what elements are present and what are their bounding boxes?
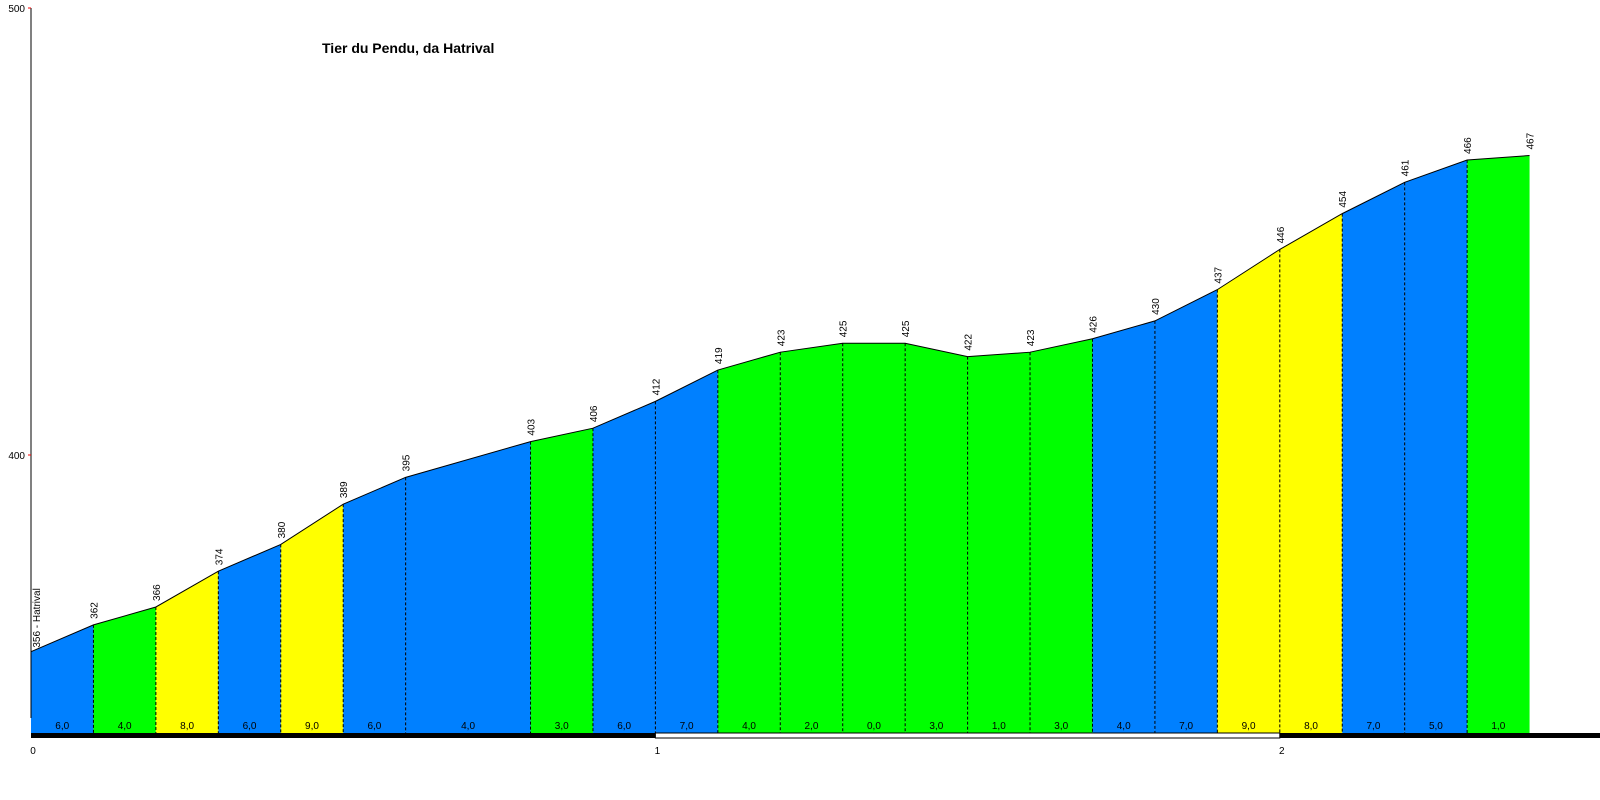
elevation-label: 366 <box>152 584 163 601</box>
profile-segments <box>31 155 1530 734</box>
profile-segment <box>280 504 344 733</box>
y-tick-label: 500 <box>8 4 25 15</box>
gradient-label: 7,0 <box>1179 721 1193 732</box>
elevation-label: 467 <box>1526 132 1537 149</box>
gradient-label: 5,0 <box>1429 721 1443 732</box>
profile-segment <box>1279 213 1343 733</box>
profile-segment <box>1404 159 1468 734</box>
elevation-label: 389 <box>339 481 350 498</box>
profile-segment <box>343 477 406 733</box>
elevation-label: 466 <box>1463 137 1474 154</box>
x-tick-label: 1 <box>655 746 661 757</box>
gradient-label: 4,0 <box>742 721 756 732</box>
gradient-label: 9,0 <box>1242 721 1256 732</box>
gradient-label: 1,0 <box>992 721 1006 732</box>
profile-outline <box>30 155 1530 653</box>
gradient-label: 6,0 <box>617 721 631 732</box>
profile-segment <box>1342 182 1405 733</box>
gradient-label: 3,0 <box>1054 721 1068 732</box>
profile-segment <box>592 401 656 733</box>
profile-segment <box>1030 338 1093 733</box>
profile-segment <box>717 352 781 733</box>
elevation-label: 454 <box>1338 190 1349 207</box>
gradient-label: 3,0 <box>929 721 943 732</box>
gradient-label: 4,0 <box>118 721 132 732</box>
profile-segment <box>530 428 593 733</box>
profile-segment <box>1092 320 1155 733</box>
elevation-label: 406 <box>589 405 600 422</box>
profile-segment <box>218 544 281 733</box>
gradient-label: 8,0 <box>180 721 194 732</box>
km-scale-bar <box>31 732 1600 739</box>
elevation-label: 426 <box>1088 316 1099 333</box>
y-tick-label: 400 <box>8 451 25 462</box>
profile-segment <box>842 343 906 733</box>
elevation-label: 419 <box>714 347 725 364</box>
profile-segment <box>1217 249 1280 733</box>
profile-segment <box>1467 155 1530 733</box>
elevation-label: 446 <box>1276 226 1287 243</box>
elevation-label: 412 <box>651 378 662 395</box>
profile-segment <box>31 624 94 733</box>
elevation-label: 423 <box>776 329 787 346</box>
km-band <box>654 732 1281 739</box>
km-band <box>31 733 656 738</box>
gradient-label: 6,0 <box>55 721 69 732</box>
elevation-label: 374 <box>214 548 225 565</box>
gradient-label: 6,0 <box>243 721 257 732</box>
gradient-label: 4,0 <box>461 721 475 732</box>
gradient-label: 2,0 <box>805 721 819 732</box>
x-tick-label: 2 <box>1279 746 1285 757</box>
elevation-label: 425 <box>839 320 850 337</box>
profile-segment <box>967 352 1031 733</box>
profile-segment <box>93 606 156 733</box>
chart-title: Tier du Pendu, da Hatrival <box>322 40 494 56</box>
elevation-label: 362 <box>89 602 100 619</box>
elevation-label: 423 <box>1026 329 1037 346</box>
start-label: 356 - Hatrival <box>32 588 43 647</box>
gradient-label: 4,0 <box>1117 721 1131 732</box>
gradient-label: 7,0 <box>1367 721 1381 732</box>
elevation-label: 437 <box>1213 266 1224 283</box>
elevation-label: 422 <box>964 334 975 351</box>
elevation-labels: 356 - Hatrival 362 366 374 380 389 395 403 406 41… <box>32 132 1537 647</box>
gradient-label: 0,0 <box>867 721 881 732</box>
gradient-label: 6,0 <box>367 721 381 732</box>
segment-dividers <box>92 159 1468 733</box>
elevation-label: 425 <box>901 320 912 337</box>
gradient-label: 7,0 <box>680 721 694 732</box>
y-axis-ticks: 400 500 <box>8 4 31 462</box>
km-band <box>1279 733 1600 738</box>
profile-segment <box>155 571 219 733</box>
x-tick-label: 0 <box>30 746 36 757</box>
gradient-label: 8,0 <box>1304 721 1318 732</box>
profile-segment <box>405 441 531 733</box>
gradient-label: 3,0 <box>555 721 569 732</box>
elevation-label: 395 <box>402 454 413 471</box>
profile-segment <box>1154 289 1218 733</box>
elevation-label: 461 <box>1401 159 1412 176</box>
x-axis-ticks: 0 1 2 <box>30 746 1285 757</box>
profile-segment <box>655 370 718 733</box>
gradient-labels: 6,0 4,0 8,0 6,0 9,0 6,0 4,0 3,0 6,0 7,0 4,0 2,0 0,0 3… <box>55 721 1505 732</box>
elevation-label: 430 <box>1151 298 1162 315</box>
gradient-label: 9,0 <box>305 721 319 732</box>
gradient-label: 1,0 <box>1491 721 1505 732</box>
elevation-label: 403 <box>527 418 538 435</box>
elevation-label: 380 <box>277 521 288 538</box>
profile-segment <box>780 343 843 733</box>
profile-segment <box>905 343 968 733</box>
